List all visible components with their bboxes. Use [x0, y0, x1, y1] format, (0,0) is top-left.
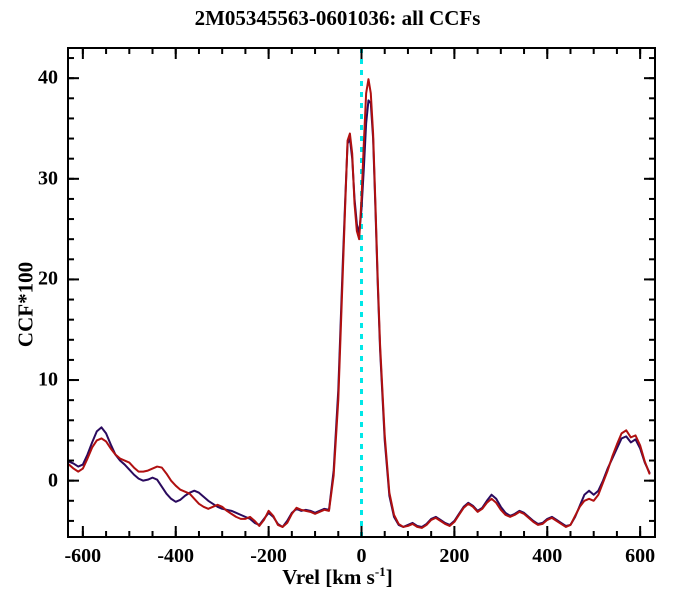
- y-tick-label: 40: [38, 66, 58, 89]
- y-tick-label: 10: [38, 368, 58, 391]
- x-axis-label-exponent: -1: [374, 564, 386, 579]
- x-axis-label: Vrel [km s-1]: [0, 564, 675, 590]
- x-tick-label: -400: [157, 545, 195, 567]
- x-tick-label: -200: [250, 545, 287, 567]
- plot-data-layer: [68, 48, 651, 537]
- y-tick-label: 0: [48, 469, 58, 492]
- x-tick-label: -600: [64, 545, 102, 567]
- y-tick-label: 30: [38, 167, 58, 190]
- x-tick-label: 600: [625, 545, 656, 567]
- x-tick-label: 200: [439, 545, 470, 567]
- y-axis-label: CCF*100: [13, 261, 38, 348]
- x-axis-label-bracket: ]: [385, 565, 393, 589]
- axis-ticks: [68, 48, 655, 537]
- series-ccf-visit-2: [68, 78, 651, 529]
- x-tick-label: 400: [532, 545, 563, 567]
- x-axis-label-main: Vrel [km s: [282, 565, 375, 589]
- series-ccf-visit-1: [68, 99, 651, 528]
- y-tick-label: 20: [38, 267, 58, 290]
- x-tick-label: 0: [356, 545, 367, 567]
- page-title: 2M05345563-0601036: all CCFs: [194, 6, 481, 30]
